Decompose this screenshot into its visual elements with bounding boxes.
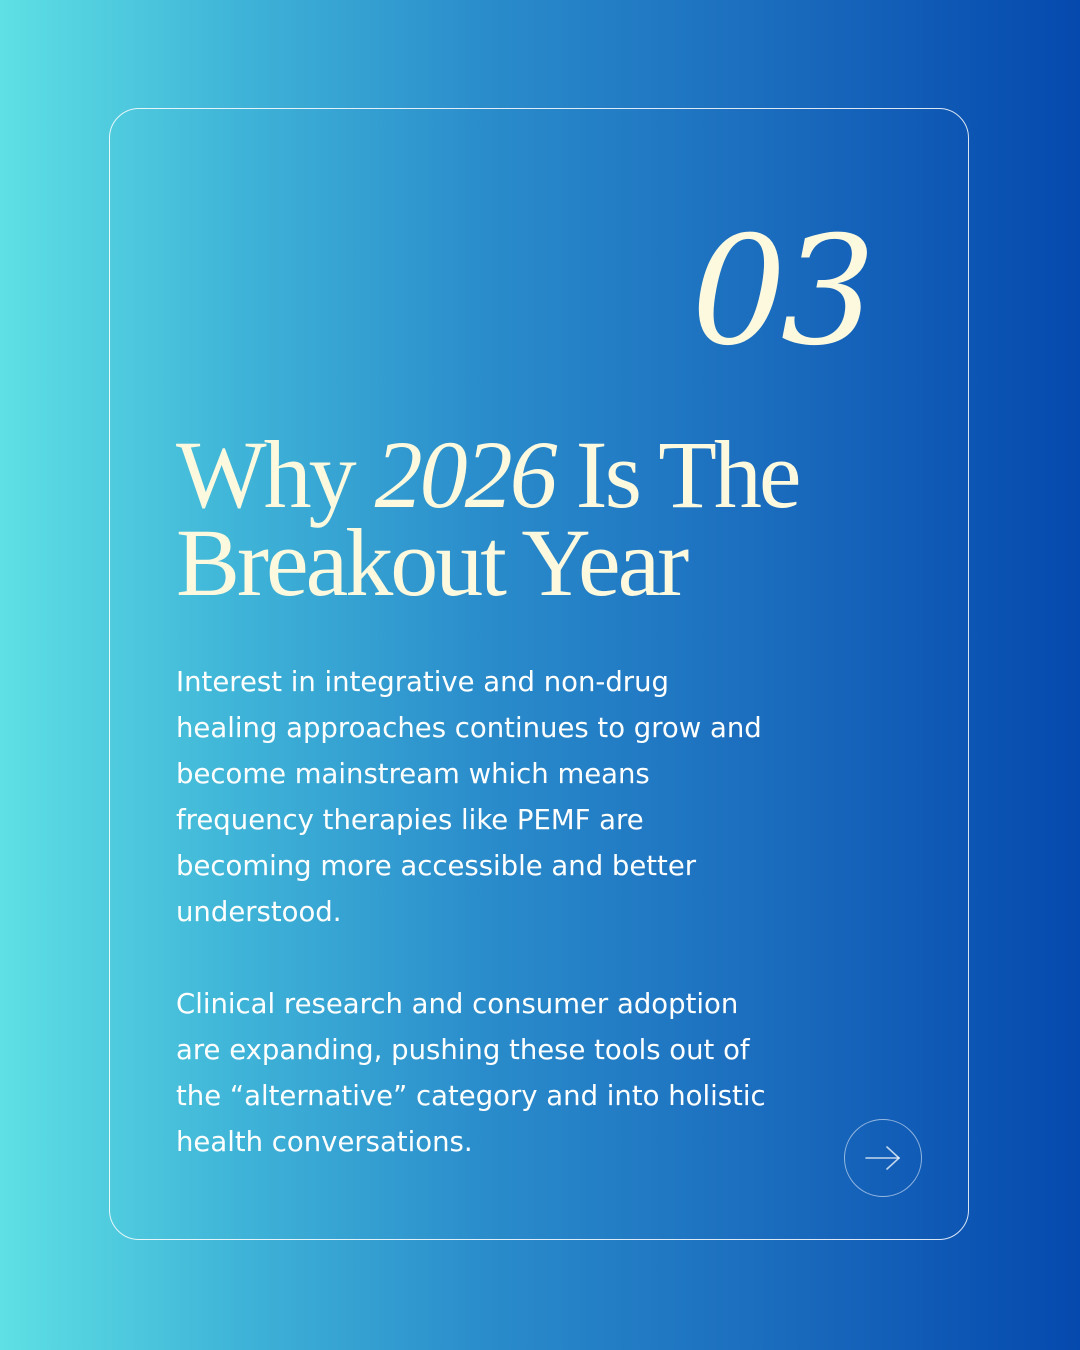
content-card: 03 Why 2026 Is The Breakout Year Interes… <box>109 108 969 1240</box>
title-part-2: Is The Breakout Year <box>176 421 801 616</box>
title-year: 2026 <box>374 421 558 528</box>
slide-number: 03 <box>691 205 876 379</box>
title-part-1: Why <box>176 421 375 528</box>
slide-body: Interest in integrative and non-drug hea… <box>176 659 916 1165</box>
arrow-right-icon <box>865 1146 900 1170</box>
slide-title: Why 2026 Is The Breakout Year <box>176 427 936 611</box>
next-slide-button[interactable] <box>844 1119 922 1197</box>
paragraph-1: Interest in integrative and non-drug hea… <box>176 666 762 928</box>
paragraph-2: Clinical research and consumer adoption … <box>176 988 766 1158</box>
